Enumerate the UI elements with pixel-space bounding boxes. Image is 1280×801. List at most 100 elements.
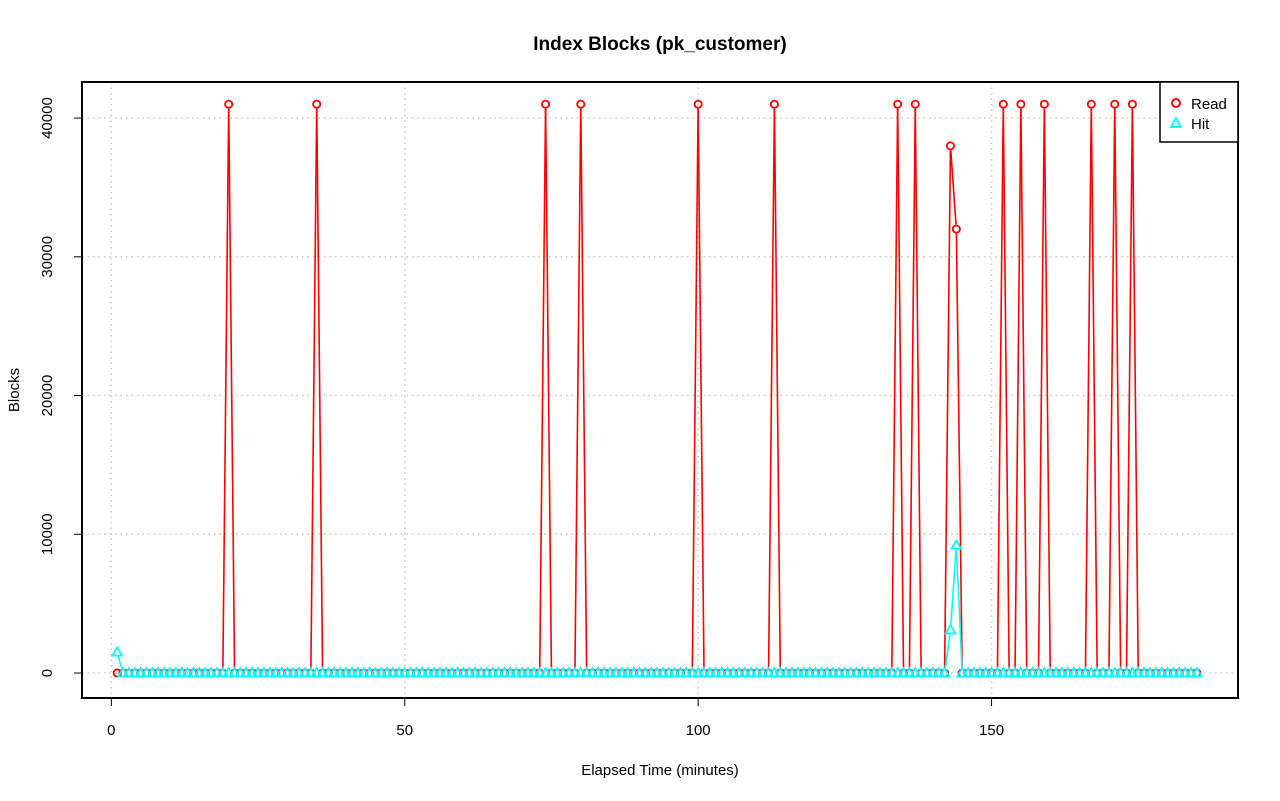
read-point <box>576 99 586 109</box>
hit-point <box>286 666 300 678</box>
hit-point <box>427 666 441 678</box>
hit-point <box>703 666 717 678</box>
read-segment <box>697 108 705 669</box>
hit-point <box>638 666 652 678</box>
hit-point <box>785 666 799 678</box>
hit-segment <box>944 634 951 669</box>
hit-point <box>1178 666 1192 678</box>
read-point <box>769 99 779 109</box>
read-segment <box>310 108 318 669</box>
read-segment <box>1043 108 1051 669</box>
hit-point <box>1143 666 1157 678</box>
hit-point <box>1155 666 1169 678</box>
hit-point <box>234 666 247 678</box>
hit-point <box>509 666 523 678</box>
hit-point <box>304 666 318 678</box>
hit-point <box>457 666 470 678</box>
x-axis-label: Elapsed Time (minutes) <box>581 762 739 779</box>
hit-point <box>680 666 693 678</box>
hit-point <box>245 666 259 678</box>
read-segment <box>580 108 588 669</box>
x-tick-label: 50 <box>396 722 413 739</box>
hit-point <box>339 666 353 678</box>
hit-point <box>580 666 594 678</box>
hit-point <box>392 666 406 678</box>
hit-point <box>228 666 241 678</box>
read-point <box>541 99 551 109</box>
hit-point <box>110 645 124 657</box>
read-point <box>1039 99 1049 109</box>
hit-point <box>592 666 605 678</box>
hit-point <box>269 666 282 678</box>
hit-segment <box>949 549 957 626</box>
hit-point <box>521 666 535 678</box>
y-axis-label: Blocks <box>6 368 23 412</box>
hit-point <box>709 666 723 678</box>
hit-point <box>1020 666 1034 678</box>
hit-point <box>721 666 734 678</box>
hit-point <box>1126 666 1139 678</box>
read-segment <box>1037 108 1046 669</box>
hit-point <box>263 666 277 678</box>
read-segment <box>538 108 547 669</box>
hit-point <box>1190 666 1204 678</box>
y-tick-label: 10000 <box>39 513 56 555</box>
hit-point <box>363 666 376 678</box>
legend: Read Hit <box>1159 81 1239 143</box>
hit-point <box>674 666 687 678</box>
read-point <box>1086 99 1096 109</box>
read-point <box>693 99 703 109</box>
hit-point <box>298 666 312 678</box>
hit-point <box>316 666 329 678</box>
read-segment <box>1090 108 1098 669</box>
read-segment <box>908 108 917 669</box>
hit-point <box>498 666 511 678</box>
hit-point <box>515 666 529 678</box>
hit-point <box>445 666 459 678</box>
grid <box>82 82 1238 698</box>
hit-point <box>691 666 705 678</box>
hit-point <box>815 666 828 678</box>
hit-point <box>838 666 852 678</box>
hit-point <box>726 666 740 678</box>
hit-point <box>151 666 165 678</box>
hit-point <box>1073 666 1086 678</box>
hit-point <box>574 666 588 678</box>
hit-point <box>1172 666 1186 678</box>
hit-point <box>856 666 869 678</box>
hit-point <box>181 666 194 678</box>
hit-point <box>239 666 253 678</box>
hit-point <box>597 666 611 678</box>
hit-point <box>562 666 576 678</box>
hit-point <box>134 666 148 678</box>
hit-point <box>421 666 435 678</box>
hit-point <box>621 666 635 678</box>
hit-point <box>1137 666 1151 678</box>
hit-point <box>615 666 629 678</box>
hit-point <box>668 666 682 678</box>
hit-point <box>204 666 218 678</box>
hit-point <box>938 666 951 678</box>
hit-point <box>1114 666 1127 678</box>
hit-point <box>1131 666 1145 678</box>
hit-point <box>656 666 670 678</box>
read-segment <box>1108 108 1116 669</box>
hit-point <box>433 666 447 678</box>
hit-point <box>903 666 916 678</box>
hit-point <box>756 666 770 678</box>
hit-point <box>715 666 728 678</box>
hit-point <box>140 666 153 678</box>
read-segment <box>1114 108 1122 669</box>
hit-point <box>955 666 969 678</box>
hit-point <box>1055 666 1069 678</box>
hit-point <box>1084 666 1098 678</box>
read-segment <box>996 108 1005 669</box>
hit-point <box>633 666 646 678</box>
hit-point <box>1032 666 1045 678</box>
hit-point <box>644 666 658 678</box>
read-segment <box>1131 108 1139 669</box>
read-segment <box>955 233 963 669</box>
hit-point <box>685 666 699 678</box>
hit-point <box>169 666 183 678</box>
